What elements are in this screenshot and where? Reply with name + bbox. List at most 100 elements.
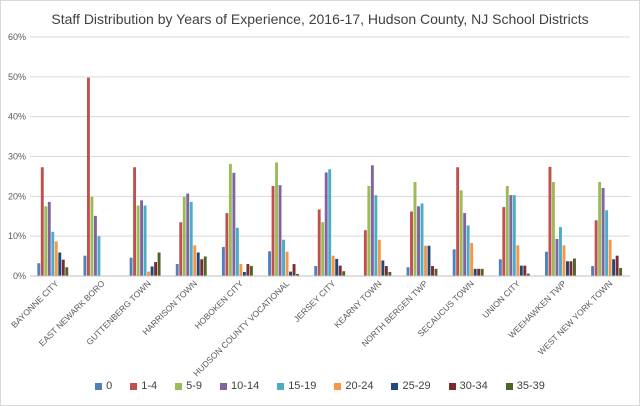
bar [431, 266, 434, 276]
bar [133, 167, 137, 276]
bar [526, 273, 530, 276]
legend-label: 20-24 [345, 380, 374, 392]
bar [58, 252, 62, 276]
bar [377, 239, 381, 276]
legend-swatch [95, 382, 103, 390]
bar [573, 258, 576, 276]
bar [90, 196, 94, 276]
bar [317, 209, 321, 276]
bar [505, 185, 509, 276]
bar [473, 268, 477, 276]
bar [225, 213, 229, 276]
bar [424, 245, 427, 276]
bar [548, 166, 552, 276]
bar [328, 169, 332, 276]
bar [186, 193, 190, 276]
bar [140, 200, 144, 276]
bar [427, 245, 431, 276]
bar [552, 181, 555, 276]
legend-label: 5-9 [186, 380, 203, 392]
bar [605, 210, 609, 276]
bar [569, 261, 573, 276]
bar [502, 207, 506, 276]
bar [203, 256, 207, 276]
bar [296, 274, 299, 276]
bar [83, 255, 87, 276]
bar [200, 259, 204, 276]
legend-label: 0 [106, 380, 113, 392]
bar [47, 201, 51, 276]
bar [519, 265, 523, 276]
legend-swatch [334, 382, 342, 390]
bar [37, 263, 41, 276]
bar [147, 271, 151, 276]
bar [321, 222, 325, 276]
bar [282, 239, 285, 276]
bar [285, 251, 289, 276]
bar [417, 206, 420, 276]
bar [608, 239, 612, 276]
bar [498, 259, 502, 276]
bar [249, 266, 253, 276]
x-tick-label: HOBOKEN CITY [193, 278, 246, 331]
bar [271, 185, 275, 276]
bar [384, 266, 388, 276]
legend-item: 30-34 [448, 380, 488, 392]
legend-item: 10-14 [220, 380, 259, 392]
bar [61, 259, 65, 276]
legend-item: 0 [95, 380, 112, 392]
bar [566, 261, 569, 276]
bar [228, 164, 232, 276]
bar [452, 249, 456, 276]
bar [456, 167, 460, 276]
bar [413, 181, 417, 276]
bar [374, 195, 378, 276]
bar [65, 267, 69, 276]
bar [512, 195, 516, 276]
legend-label: 35-39 [516, 380, 545, 392]
bar [342, 271, 346, 276]
bar [410, 211, 413, 276]
y-tick-label: 10% [8, 231, 26, 241]
legend-swatch [130, 382, 138, 390]
bar [289, 271, 292, 276]
legend-item: 15-19 [277, 380, 316, 392]
y-tick-label: 30% [8, 152, 26, 162]
bar [459, 190, 463, 276]
chart-title: Staff Distribution by Years of Experienc… [51, 11, 589, 27]
bar [612, 259, 616, 276]
legend-swatch [391, 382, 399, 390]
bar [86, 77, 90, 276]
bar [40, 167, 44, 276]
bar [601, 187, 605, 276]
bar [463, 213, 467, 276]
bar [555, 238, 559, 276]
bar [420, 203, 424, 276]
legend-label: 1-4 [141, 380, 158, 392]
bar [150, 266, 154, 276]
legend-item: 20-24 [334, 380, 373, 392]
bar [470, 242, 474, 276]
bar [388, 272, 392, 276]
bar [154, 262, 158, 276]
bar [509, 195, 513, 276]
bar [615, 255, 619, 276]
bar [182, 196, 186, 276]
x-tick-label: BAYONNE CITY [9, 278, 61, 330]
bar [143, 205, 147, 276]
bar [594, 220, 598, 276]
bar [619, 268, 623, 276]
bars [37, 77, 623, 276]
bar [275, 162, 278, 276]
legend-swatch [277, 382, 285, 390]
bar [363, 230, 367, 276]
bar [523, 265, 527, 276]
x-tick-label: JERSEY CITY [292, 278, 338, 324]
bar [480, 268, 484, 276]
bar [221, 246, 225, 276]
bar [559, 227, 562, 276]
x-tick-label: UNION CITY [480, 278, 522, 320]
legend-item: 35-39 [505, 380, 545, 392]
